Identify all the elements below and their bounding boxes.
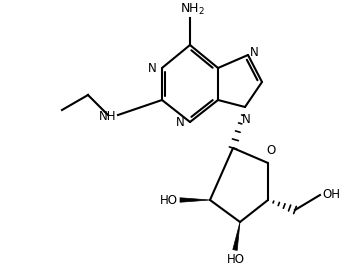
- Text: N: N: [148, 62, 157, 75]
- Polygon shape: [180, 198, 210, 202]
- Text: OH: OH: [322, 189, 340, 202]
- Text: HO: HO: [227, 253, 245, 266]
- Text: N: N: [250, 47, 259, 60]
- Polygon shape: [233, 222, 240, 250]
- Text: N: N: [241, 113, 250, 126]
- Text: NH$_2$: NH$_2$: [180, 2, 205, 17]
- Text: NH: NH: [99, 109, 116, 122]
- Text: HO: HO: [160, 193, 178, 207]
- Text: N: N: [176, 115, 185, 128]
- Text: O: O: [266, 144, 276, 157]
